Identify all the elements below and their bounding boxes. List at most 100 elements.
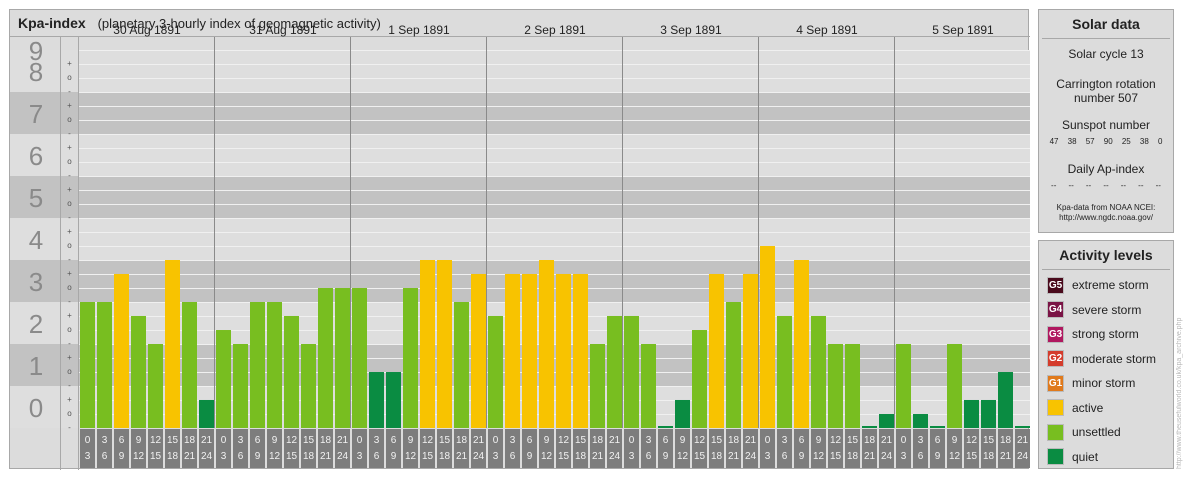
kp-bar bbox=[386, 372, 401, 428]
activity-level-2: G3 strong storm bbox=[1039, 322, 1173, 347]
y-minor-tick: o bbox=[67, 157, 72, 166]
y-minor-tick: - bbox=[68, 87, 71, 96]
hour-box bbox=[522, 429, 537, 468]
hour-box bbox=[879, 429, 894, 468]
activity-level-swatch: G5 bbox=[1047, 276, 1064, 294]
hour-box bbox=[233, 429, 248, 468]
hour-box bbox=[590, 429, 605, 468]
kp-bar bbox=[335, 288, 350, 428]
kp-bar bbox=[692, 330, 707, 428]
kp-bar bbox=[658, 426, 673, 428]
hour-box bbox=[726, 429, 741, 468]
activity-level-label: severe storm bbox=[1072, 302, 1142, 317]
activity-level-1: G4 severe storm bbox=[1039, 298, 1173, 323]
hour-end-label: 21 bbox=[728, 451, 740, 462]
activity-level-6: unsettled bbox=[1039, 420, 1173, 445]
kp-bar bbox=[301, 344, 316, 428]
kp-band bbox=[10, 218, 1030, 260]
y-minor-tick: o bbox=[67, 283, 72, 292]
hour-start-label: 15 bbox=[983, 435, 995, 446]
hour-end-label: 12 bbox=[269, 451, 281, 462]
hour-start-label: 15 bbox=[847, 435, 859, 446]
hour-start-label: 18 bbox=[456, 435, 468, 446]
carrington-line-2: number 507 bbox=[1073, 91, 1139, 105]
activity-level-label: minor storm bbox=[1072, 376, 1136, 391]
daily-ap-values: -- -- -- -- -- -- -- bbox=[1039, 181, 1173, 191]
hour-start-label: 15 bbox=[575, 435, 587, 446]
chart-subtitle: (planetary 3-hourly index of geomagnetic… bbox=[97, 16, 381, 31]
sunspot-value: 38 bbox=[1067, 137, 1077, 146]
hour-start-label: 18 bbox=[728, 435, 740, 446]
kp-bar bbox=[964, 399, 979, 428]
activity-level-label: extreme storm bbox=[1072, 278, 1149, 293]
kp-bar bbox=[930, 426, 945, 428]
hour-end-label: 3 bbox=[85, 451, 91, 462]
hour-box bbox=[301, 429, 316, 468]
hour-start-label: 3 bbox=[238, 435, 244, 446]
y-minor-tick: - bbox=[68, 255, 71, 264]
hour-end-label: 18 bbox=[983, 451, 995, 462]
day-label: 1 Sep 1891 bbox=[388, 23, 450, 37]
y-minor-tick: o bbox=[67, 199, 72, 208]
watermark-text: http://www.theusefulworld.co.uk/kpa_arch… bbox=[1176, 317, 1183, 469]
activity-level-5: active bbox=[1039, 396, 1173, 421]
hour-end-label: 12 bbox=[541, 451, 553, 462]
hour-end-label: 21 bbox=[320, 451, 332, 462]
hour-box bbox=[114, 429, 129, 468]
hour-box bbox=[199, 429, 214, 468]
y-tick-label: 6 bbox=[29, 141, 43, 171]
hour-start-label: 9 bbox=[408, 435, 414, 446]
hour-start-label: 21 bbox=[745, 435, 757, 446]
kp-bar bbox=[148, 344, 163, 428]
hour-box bbox=[352, 429, 367, 468]
kp-band bbox=[10, 92, 1030, 134]
solar-data-panel: Solar data Solar cycle 13 Carrington rot… bbox=[1038, 9, 1174, 233]
kp-bar bbox=[607, 315, 622, 428]
ap-value: -- bbox=[1138, 181, 1144, 190]
ap-value: -- bbox=[1120, 181, 1127, 190]
y-minor-tick: - bbox=[68, 213, 71, 222]
kp-bar bbox=[420, 260, 435, 428]
watermark: http://www.theusefulworld.co.uk/kpa_arch… bbox=[1176, 240, 1184, 469]
hour-end-label: 24 bbox=[201, 451, 213, 462]
activity-levels-panel: Activity levels G5 extreme storm G4 severe … bbox=[1038, 240, 1174, 469]
hour-end-label: 3 bbox=[901, 451, 907, 462]
hour-box bbox=[318, 429, 333, 468]
kpa-index-panel: Kpa-index (planetary 3-hourly index of g… bbox=[9, 9, 1030, 470]
hour-box bbox=[403, 429, 418, 468]
kp-bar bbox=[131, 315, 146, 428]
hour-start-label: 21 bbox=[473, 435, 485, 446]
kp-bar bbox=[845, 344, 860, 428]
hour-box bbox=[675, 429, 690, 468]
hour-box bbox=[998, 429, 1013, 468]
hour-box bbox=[573, 429, 588, 468]
hour-box bbox=[964, 429, 979, 468]
hour-box bbox=[862, 429, 877, 468]
hour-box bbox=[794, 429, 809, 468]
day-label: 30 Aug 1891 bbox=[113, 23, 181, 37]
hour-start-label: 0 bbox=[629, 435, 635, 446]
sunspot-title: Sunspot number bbox=[1061, 118, 1151, 132]
ap-value: -- bbox=[1051, 181, 1057, 190]
y-tick-label: 5 bbox=[29, 183, 43, 213]
hour-start-label: 21 bbox=[201, 435, 213, 446]
kp-bar bbox=[590, 344, 605, 428]
hour-box bbox=[369, 429, 384, 468]
hour-box bbox=[743, 429, 758, 468]
hour-end-label: 24 bbox=[745, 451, 757, 462]
hour-end-label: 15 bbox=[150, 451, 162, 462]
y-tick-label: 3 bbox=[29, 267, 43, 297]
hour-start-label: 12 bbox=[150, 435, 162, 446]
kp-bar bbox=[862, 426, 877, 428]
activity-levels-legend: G5 extreme storm G4 severe storm G3 strong st… bbox=[1039, 273, 1173, 469]
hour-box bbox=[97, 429, 112, 468]
hour-box bbox=[454, 429, 469, 468]
sunspot-value: 0 bbox=[1157, 137, 1163, 146]
hour-box bbox=[437, 429, 452, 468]
kp-bar bbox=[250, 302, 265, 428]
sunspot-values: 47 38 57 90 25 38 0 bbox=[1039, 137, 1173, 147]
y-minor-tick: + bbox=[67, 227, 72, 236]
hour-end-label: 24 bbox=[1017, 451, 1029, 462]
hour-end-label: 24 bbox=[337, 451, 349, 462]
hour-box bbox=[471, 429, 486, 468]
